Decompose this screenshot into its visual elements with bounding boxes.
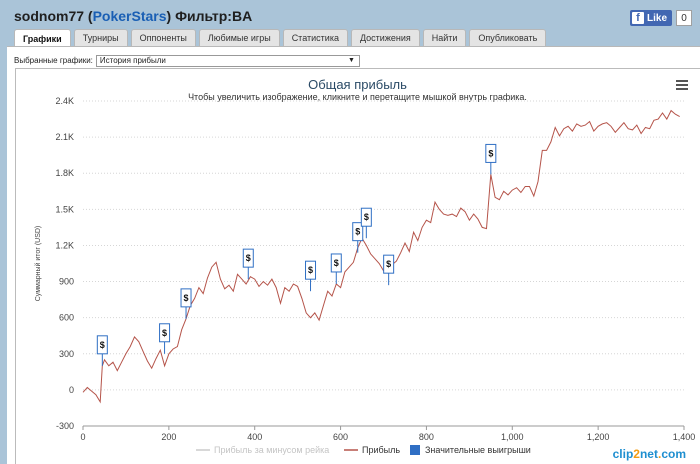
tab-achievements[interactable]: Достижения bbox=[350, 29, 420, 46]
profit-chart[interactable]: -300 0 300 600 900 1.2K 1.5K 1.8K 2.1K 2.4K 0 200 40… bbox=[16, 69, 700, 464]
y-tick-label: 1.8K bbox=[55, 168, 74, 178]
y-tick-label: 600 bbox=[59, 313, 74, 323]
legend-big-wins-label: Значительные выигрыши bbox=[425, 445, 531, 455]
legend-big-wins-swatch bbox=[410, 445, 420, 455]
win-flag-label: $ bbox=[488, 148, 493, 158]
win-flag-box bbox=[352, 222, 364, 242]
win-flag-box bbox=[159, 323, 171, 343]
site-close-paren: ) bbox=[166, 8, 172, 24]
win-flag-label: $ bbox=[364, 212, 369, 222]
dropdown-arrow-icon: ▼ bbox=[347, 57, 355, 64]
y-tick-label: 1.2K bbox=[55, 240, 74, 250]
x-tick-label: 400 bbox=[247, 432, 262, 442]
filter-label: Фильтр:BA bbox=[171, 8, 253, 24]
win-flag-box bbox=[485, 143, 497, 163]
x-tick-label: 0 bbox=[80, 432, 85, 442]
y-tick-label: 0 bbox=[69, 385, 74, 395]
win-flag-box bbox=[360, 207, 372, 227]
y-tick-label: 300 bbox=[59, 349, 74, 359]
tab-publish[interactable]: Опубликовать bbox=[469, 29, 547, 46]
y-tick-label: 1.5K bbox=[55, 204, 74, 214]
win-flag-label: $ bbox=[162, 328, 167, 338]
tab-opponents[interactable]: Оппоненты bbox=[130, 29, 196, 46]
win-flag-label: $ bbox=[386, 259, 391, 269]
site-link[interactable]: PokerStars bbox=[92, 8, 167, 24]
win-flag-label: $ bbox=[246, 253, 251, 263]
tab-bar: Графики Турниры Оппоненты Любимые игры С… bbox=[14, 29, 549, 47]
watermark-logo: clip2net.com bbox=[612, 447, 686, 461]
facebook-like-label: Like bbox=[647, 12, 668, 24]
x-tick-label: 800 bbox=[419, 432, 434, 442]
content-panel: Выбранные графики: История прибыли ▼ Общ… bbox=[7, 46, 700, 464]
win-flag-label: $ bbox=[308, 265, 313, 275]
page-title: sodnom77 (PokerStars) Фильтр:BA bbox=[14, 8, 252, 24]
tab-find[interactable]: Найти bbox=[422, 29, 467, 46]
header: sodnom77 (PokerStars) Фильтр:BA f Like 0 bbox=[0, 0, 700, 28]
win-flag-box bbox=[242, 248, 254, 268]
x-tick-label: 200 bbox=[161, 432, 176, 442]
y-tick-label: -300 bbox=[56, 421, 74, 431]
y-tick-label: 900 bbox=[59, 277, 74, 287]
legend-net-profit-label: Прибыль за минусом рейка bbox=[214, 445, 329, 455]
tab-statistics[interactable]: Статистика bbox=[282, 29, 348, 46]
y-tick-label: 2.1K bbox=[55, 132, 74, 142]
player-name: sodnom77 bbox=[14, 8, 85, 24]
legend-profit-label: Прибыль bbox=[362, 445, 400, 455]
win-flag-box bbox=[383, 254, 395, 274]
win-flag-label: $ bbox=[184, 293, 189, 303]
facebook-like-button[interactable]: f Like bbox=[630, 10, 673, 26]
x-tick-label: 600 bbox=[333, 432, 348, 442]
tab-graphs[interactable]: Графики bbox=[14, 29, 71, 47]
x-tick-label: 1,400 bbox=[673, 432, 696, 442]
facebook-like-widget[interactable]: f Like 0 bbox=[630, 10, 693, 26]
facebook-icon: f bbox=[632, 12, 644, 24]
chart-subtitle: Чтобы увеличить изображение, кликните и … bbox=[188, 92, 527, 102]
x-tick-label: 1,000 bbox=[501, 432, 524, 442]
y-axis-label: Суммарный итог (USD) bbox=[34, 226, 42, 302]
chart-menu-icon[interactable] bbox=[676, 80, 688, 90]
win-flag-label: $ bbox=[334, 258, 339, 268]
y-tick-label: 2.4K bbox=[55, 96, 74, 106]
site-open-paren: ( bbox=[84, 8, 93, 24]
win-flag-box bbox=[305, 260, 317, 280]
profit-series-line bbox=[82, 109, 680, 404]
graph-selector-row: Выбранные графики: История прибыли ▼ bbox=[14, 54, 360, 67]
chart-container[interactable]: Общая прибыль Чтобы увеличить изображени… bbox=[15, 68, 700, 464]
tab-tournaments[interactable]: Турниры bbox=[73, 29, 128, 46]
facebook-like-count: 0 bbox=[676, 10, 693, 26]
graph-selector-value: История прибыли bbox=[99, 56, 166, 65]
win-flag-label: $ bbox=[355, 227, 360, 237]
graph-selector-dropdown[interactable]: История прибыли ▼ bbox=[95, 54, 360, 67]
tab-favorite-games[interactable]: Любимые игры bbox=[198, 29, 280, 46]
win-flag-box bbox=[180, 288, 192, 308]
win-flag-box bbox=[330, 253, 342, 273]
x-tick-label: 1,200 bbox=[587, 432, 610, 442]
win-flag-label: $ bbox=[100, 340, 105, 350]
chart-title: Общая прибыль bbox=[308, 77, 407, 92]
win-flag-box bbox=[96, 335, 108, 355]
graph-selector-label: Выбранные графики: bbox=[14, 56, 93, 65]
